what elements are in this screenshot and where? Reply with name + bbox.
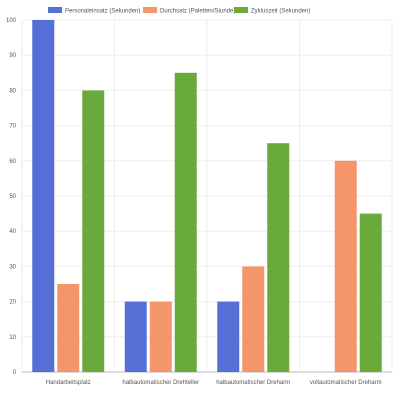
y-tick-label: 40 xyxy=(9,229,16,235)
y-axis-ticks: 0 10 20 30 40 50 60 70 80 90 100 xyxy=(6,18,17,376)
y-tick-label: 60 xyxy=(9,159,16,165)
bar xyxy=(149,301,172,372)
y-tick-label: 100 xyxy=(6,18,17,24)
legend-swatch xyxy=(48,7,62,13)
bar xyxy=(124,301,147,372)
bar xyxy=(217,301,240,372)
bars xyxy=(32,20,382,373)
bar xyxy=(32,20,55,372)
y-tick-label: 80 xyxy=(9,88,16,94)
x-axis-categories: Handarbeitsplatz halbautomatischer Drehte… xyxy=(46,380,382,386)
legend-swatch xyxy=(143,7,157,13)
bar xyxy=(57,284,80,372)
y-tick-label: 0 xyxy=(13,370,17,376)
x-category-label: vollautomatischer Dreharm xyxy=(310,380,382,386)
legend-label: Zykluszeit (Sekunden) xyxy=(251,9,310,15)
y-tick-label: 10 xyxy=(9,335,16,341)
y-tick-label: 50 xyxy=(9,194,16,200)
legend-swatch xyxy=(234,7,248,13)
bar xyxy=(174,72,197,373)
legend: Personaleinsatz (Sekunden) Durchsatz (Pal… xyxy=(48,7,310,15)
bar xyxy=(242,266,265,372)
bar xyxy=(334,160,357,372)
y-tick-label: 20 xyxy=(9,300,16,306)
y-tick-label: 70 xyxy=(9,124,16,130)
bar xyxy=(267,143,290,372)
legend-label: Personaleinsatz (Sekunden) xyxy=(65,9,140,15)
y-tick-label: 30 xyxy=(9,264,16,270)
legend-label: Durchsatz (Paletten/Stunde) xyxy=(160,9,235,15)
x-category-label: halbautomatischer Dreharm xyxy=(216,380,290,386)
x-category-label: Handarbeitsplatz xyxy=(46,380,91,386)
y-tick-label: 90 xyxy=(9,53,16,59)
bar xyxy=(82,90,105,373)
x-category-label: halbautomatischer Drehteller xyxy=(122,380,199,386)
bar xyxy=(359,213,382,372)
